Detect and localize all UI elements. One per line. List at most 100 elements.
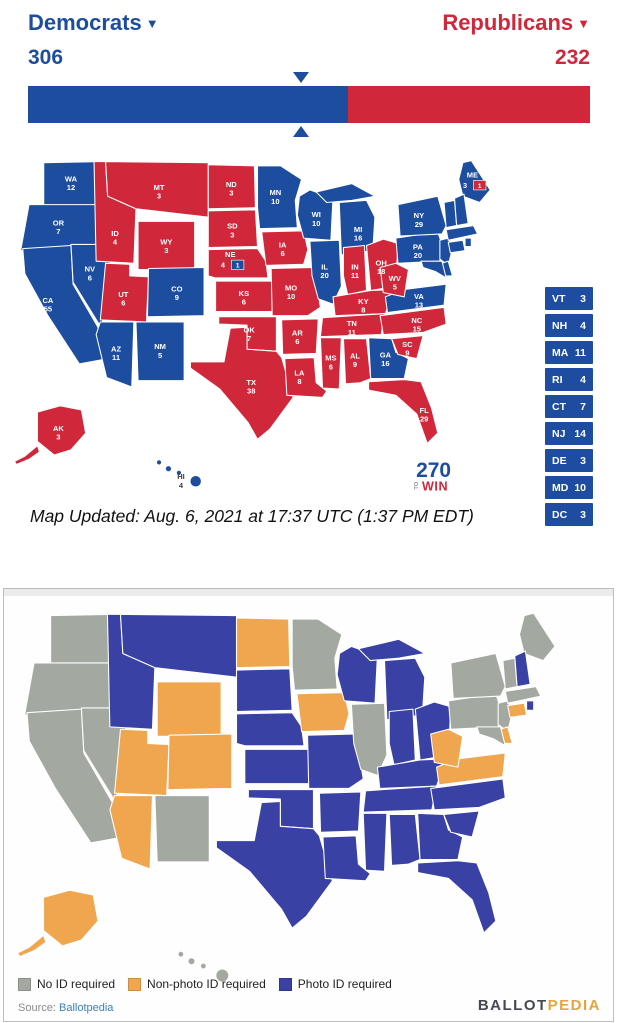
state-CT[interactable]: [447, 239, 466, 254]
state-RI[interactable]: [464, 237, 472, 248]
state-label-FL: FL 29: [420, 406, 430, 424]
map-header: Democrats ▼ Republicans ▼: [0, 0, 618, 36]
state-label-NY: NY 29: [414, 211, 424, 229]
state-label-HI: HI 4: [177, 472, 185, 490]
side-list-item-CT[interactable]: CT 7: [545, 395, 593, 418]
state-IL[interactable]: [309, 239, 342, 305]
state-label-IN: IN 11: [351, 263, 359, 281]
side-list-item-NJ[interactable]: NJ 14: [545, 422, 593, 445]
state-AL: [388, 813, 421, 866]
side-list-item-DC[interactable]: DC 3: [545, 503, 593, 526]
state-NY[interactable]: [397, 195, 447, 237]
district-ev-NE: 1: [236, 262, 240, 269]
state-HI: [177, 950, 185, 958]
state-TN[interactable]: [319, 313, 386, 338]
state-WV[interactable]: [379, 262, 409, 298]
state-label-AZ: AZ 11: [111, 344, 121, 362]
state-IA[interactable]: [261, 230, 309, 266]
legend-swatch-icon: [128, 977, 142, 991]
state-CO[interactable]: [146, 266, 205, 318]
state-NC: [430, 778, 506, 811]
state-AR[interactable]: [281, 318, 319, 355]
state-HI: [199, 962, 207, 970]
state-SD: [235, 668, 293, 713]
state-SD[interactable]: [207, 209, 259, 249]
state-MI[interactable]: [315, 183, 376, 204]
state-label-NV: NV 6: [85, 265, 95, 283]
state-label-ND: ND 3: [226, 180, 237, 198]
state-label-NC: NC 15: [411, 316, 422, 334]
side-list-item-VT[interactable]: VT 3: [545, 287, 593, 310]
state-ND[interactable]: [207, 164, 256, 210]
source-line: Source: Ballotpedia: [18, 1002, 113, 1014]
state-HI: [187, 957, 196, 966]
state-TX[interactable]: [189, 326, 294, 440]
legend-label: No ID required: [37, 977, 116, 991]
small-state-list: VT 3 NH 4 MA 11 RI 4 CT 7 NJ 14 DE 3 MD 10 DC 3: [545, 287, 595, 530]
map-updated-caption: Map Updated: Aug. 6, 2021 at 17:37 UTC (…: [30, 506, 474, 526]
state-ND: [235, 617, 291, 669]
state-label-MN: MN 10: [269, 188, 281, 206]
state-HI[interactable]: [155, 459, 163, 466]
state-label-KS: KS 6: [239, 289, 249, 307]
state-SC[interactable]: [391, 335, 424, 360]
state-label-WA: WA 12: [65, 175, 78, 193]
state-AZ[interactable]: [95, 321, 135, 388]
state-MO[interactable]: [270, 266, 321, 317]
republican-total: 232: [554, 46, 590, 69]
state-MI[interactable]: [338, 199, 376, 256]
state-label-OH: OH 18: [376, 258, 387, 276]
state-label-NE: NE: [225, 250, 235, 259]
legend-swatch-icon: [278, 977, 292, 991]
republicans-dropdown[interactable]: Republicans ▼: [442, 10, 590, 36]
state-MT[interactable]: [105, 161, 209, 218]
state-CO: [167, 733, 233, 791]
state-WV: [430, 728, 464, 768]
state-AK: [42, 889, 99, 947]
state-HI: [215, 968, 230, 983]
state-AL[interactable]: [342, 338, 372, 385]
state-ev-ME: 3: [463, 181, 467, 190]
state-label-TN: TN 11: [347, 319, 357, 337]
state-NH[interactable]: [454, 193, 469, 227]
state-NM: [154, 795, 210, 863]
state-MA[interactable]: [445, 225, 479, 241]
state-AR: [318, 791, 362, 833]
state-HI[interactable]: [175, 469, 183, 477]
side-list-item-MD[interactable]: MD 10: [545, 476, 593, 499]
side-list-item-DE[interactable]: DE 3: [545, 449, 593, 472]
state-HI[interactable]: [189, 474, 202, 488]
state-MI: [357, 638, 426, 662]
state-label-AL: AL 9: [350, 352, 360, 370]
state-MI: [383, 657, 426, 721]
state-MS[interactable]: [319, 337, 342, 390]
state-label-AR: AR 6: [292, 329, 303, 347]
state-NH: [514, 650, 531, 688]
state-NM[interactable]: [135, 321, 185, 382]
state-AK[interactable]: [13, 445, 41, 466]
district-box-ME[interactable]: [473, 180, 487, 191]
democrats-dropdown[interactable]: Democrats ▼: [28, 10, 159, 36]
state-FL[interactable]: [368, 379, 439, 445]
logo-270-text: 270: [416, 459, 451, 482]
district-box-NE[interactable]: [231, 259, 245, 270]
state-MD[interactable]: [420, 260, 447, 279]
state-label-GA: GA 16: [380, 351, 392, 369]
source-link[interactable]: Ballotpedia: [58, 1002, 114, 1014]
side-list-item-MA[interactable]: MA 11: [545, 341, 593, 364]
ev-bar[interactable]: [28, 86, 590, 123]
state-KS: [244, 748, 312, 785]
state-HI[interactable]: [164, 465, 173, 473]
logo-win-text: WIN: [422, 480, 448, 494]
state-LA[interactable]: [284, 357, 328, 398]
state-AK[interactable]: [36, 405, 87, 456]
state-FL: [417, 860, 497, 934]
side-list-item-RI[interactable]: RI 4: [545, 368, 593, 391]
state-MN[interactable]: [256, 165, 303, 230]
side-list-item-NH[interactable]: NH 4: [545, 314, 593, 337]
totals-row: 306 232: [0, 36, 618, 70]
state-NC[interactable]: [379, 306, 447, 336]
district-ev-ME: 1: [478, 183, 482, 190]
state-label-MT: MT 3: [154, 183, 165, 201]
state-ME: [518, 612, 556, 662]
